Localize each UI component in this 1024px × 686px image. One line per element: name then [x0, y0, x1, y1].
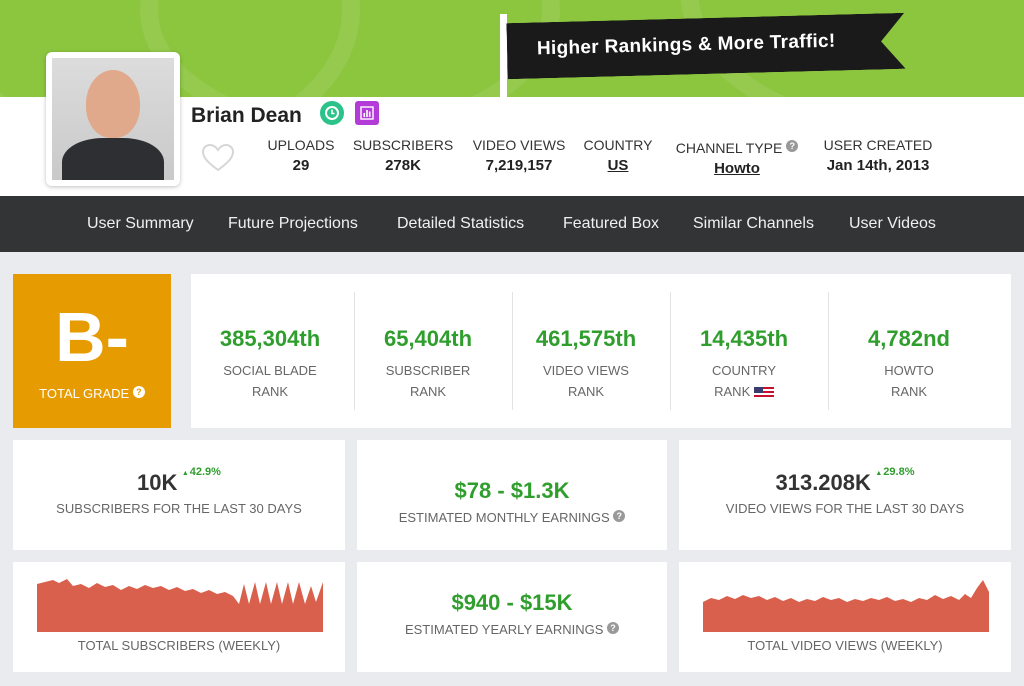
- rank-label: SUBSCRIBER: [385, 363, 471, 378]
- grade-label: TOTAL GRADE: [39, 386, 130, 401]
- rank-value: 4,782nd: [868, 326, 950, 351]
- subscribers-30-days-card: 10K 42.9% SUBSCRIBERS FOR THE LAST 30 DA…: [13, 440, 345, 550]
- banner-flag: Higher Rankings & More Traffic!: [506, 13, 905, 79]
- stats-chart-icon[interactable]: [355, 101, 379, 125]
- channel-name: Brian Dean: [191, 104, 302, 127]
- stat-value: 7,219,157: [485, 157, 553, 174]
- stat-user-created: USER CREATED Jan 14th, 2013: [818, 137, 938, 174]
- ranks-card: [191, 274, 1011, 428]
- rank-value: 65,404th: [383, 326, 473, 351]
- stat-value: 278K: [385, 157, 421, 174]
- stat-label: SUBSCRIBERS: [352, 137, 454, 153]
- views-30-change: 29.8%: [875, 466, 914, 478]
- weekly-views-label: TOTAL VIDEO VIEWS (WEEKLY): [747, 638, 943, 653]
- yearly-earnings-label: ESTIMATED YEARLY EARNINGS: [404, 622, 604, 637]
- stat-channel-type: CHANNEL TYPE ? Howto: [670, 137, 804, 177]
- help-icon[interactable]: ?: [132, 386, 145, 398]
- tab-similar-channels[interactable]: Similar Channels: [693, 215, 814, 232]
- stat-label: CHANNEL TYPE: [675, 140, 783, 156]
- tab-detailed-statistics[interactable]: Detailed Statistics: [397, 215, 525, 232]
- help-icon[interactable]: ?: [607, 622, 620, 634]
- help-icon[interactable]: ?: [786, 140, 799, 152]
- rank-howto: 4,782nd HOWTO RANK: [830, 292, 988, 410]
- rank-label: COUNTRY: [711, 363, 777, 378]
- weekly-views-card: TOTAL VIDEO VIEWS (WEEKLY): [679, 562, 1011, 672]
- rank-label: HOWTO: [884, 363, 934, 378]
- avatar[interactable]: [46, 52, 180, 186]
- rank-label: RANK: [251, 384, 289, 399]
- subscribers-30-label: SUBSCRIBERS FOR THE LAST 30 DAYS: [56, 501, 302, 516]
- rank-country: 14,435th COUNTRY RANK: [665, 292, 823, 410]
- stat-label: USER CREATED: [823, 137, 933, 153]
- stat-country: COUNTRY US: [582, 137, 654, 174]
- stat-uploads: UPLOADS 29: [265, 137, 337, 174]
- rank-label: RANK: [567, 384, 605, 399]
- country-link[interactable]: US: [607, 157, 629, 174]
- rank-label: RANK: [409, 384, 447, 399]
- weekly-subscribers-label: TOTAL SUBSCRIBERS (WEEKLY): [77, 638, 281, 653]
- rank-value: 461,575th: [535, 326, 637, 351]
- monthly-earnings-card: $78 - $1.3K ESTIMATED MONTHLY EARNINGS ?: [357, 440, 667, 550]
- rank-value: 14,435th: [699, 326, 789, 351]
- tab-user-videos[interactable]: User Videos: [849, 215, 936, 232]
- views-sparkline: [703, 580, 989, 632]
- total-grade-card: B- TOTAL GRADE ?: [13, 274, 171, 428]
- avatar-photo: [52, 58, 174, 180]
- nav-bar: User Summary Future Projections Detailed…: [0, 196, 1024, 252]
- flag-pole: [500, 14, 507, 97]
- help-icon[interactable]: ?: [613, 510, 626, 522]
- monthly-earnings-label: ESTIMATED MONTHLY EARNINGS: [398, 510, 610, 525]
- tab-featured-box[interactable]: Featured Box: [563, 215, 660, 232]
- grade-value: B-: [55, 298, 129, 376]
- rank-social-blade: 385,304th SOCIAL BLADE RANK: [191, 292, 349, 410]
- stat-video-views: VIDEO VIEWS 7,219,157: [470, 137, 568, 174]
- weekly-subscribers-card: TOTAL SUBSCRIBERS (WEEKLY): [13, 562, 345, 672]
- stat-label: VIDEO VIEWS: [472, 137, 566, 153]
- subscribers-30-change: 42.9%: [182, 466, 221, 478]
- yearly-earnings-card: $940 - $15K ESTIMATED YEARLY EARNINGS ?: [357, 562, 667, 672]
- clock-icon[interactable]: [320, 101, 344, 125]
- rank-label: VIDEO VIEWS: [543, 363, 629, 378]
- rank-label: SOCIAL BLADE: [223, 363, 317, 378]
- rank-label: RANK: [714, 384, 751, 399]
- rank-video-views: 461,575th VIDEO VIEWS RANK: [507, 292, 665, 410]
- us-flag-icon: [753, 386, 774, 399]
- views-30-days-card: 313.208K 29.8% VIDEO VIEWS FOR THE LAST …: [679, 440, 1011, 550]
- channel-type-link[interactable]: Howto: [714, 160, 760, 177]
- subscribers-30-value: 10K: [137, 470, 178, 495]
- monthly-earnings-value: $78 - $1.3K: [454, 478, 570, 503]
- yearly-earnings-value: $940 - $15K: [451, 590, 573, 615]
- stat-label: UPLOADS: [267, 137, 335, 153]
- rank-subscriber: 65,404th SUBSCRIBER RANK: [349, 292, 507, 410]
- stat-label: COUNTRY: [583, 137, 653, 153]
- views-30-value: 313.208K: [775, 470, 871, 495]
- rank-value: 385,304th: [219, 326, 321, 351]
- favorite-heart-icon[interactable]: [201, 143, 235, 178]
- tab-future-projections[interactable]: Future Projections: [228, 215, 358, 232]
- rank-label: RANK: [890, 384, 928, 399]
- tab-user-summary[interactable]: User Summary: [87, 215, 194, 232]
- views-30-label: VIDEO VIEWS FOR THE LAST 30 DAYS: [725, 501, 965, 516]
- banner-slogan: Higher Rankings & More Traffic!: [536, 30, 836, 60]
- subscribers-sparkline: [37, 579, 323, 632]
- stat-value: 29: [292, 157, 310, 174]
- stat-subscribers: SUBSCRIBERS 278K: [352, 137, 454, 174]
- stat-value: Jan 14th, 2013: [826, 157, 930, 174]
